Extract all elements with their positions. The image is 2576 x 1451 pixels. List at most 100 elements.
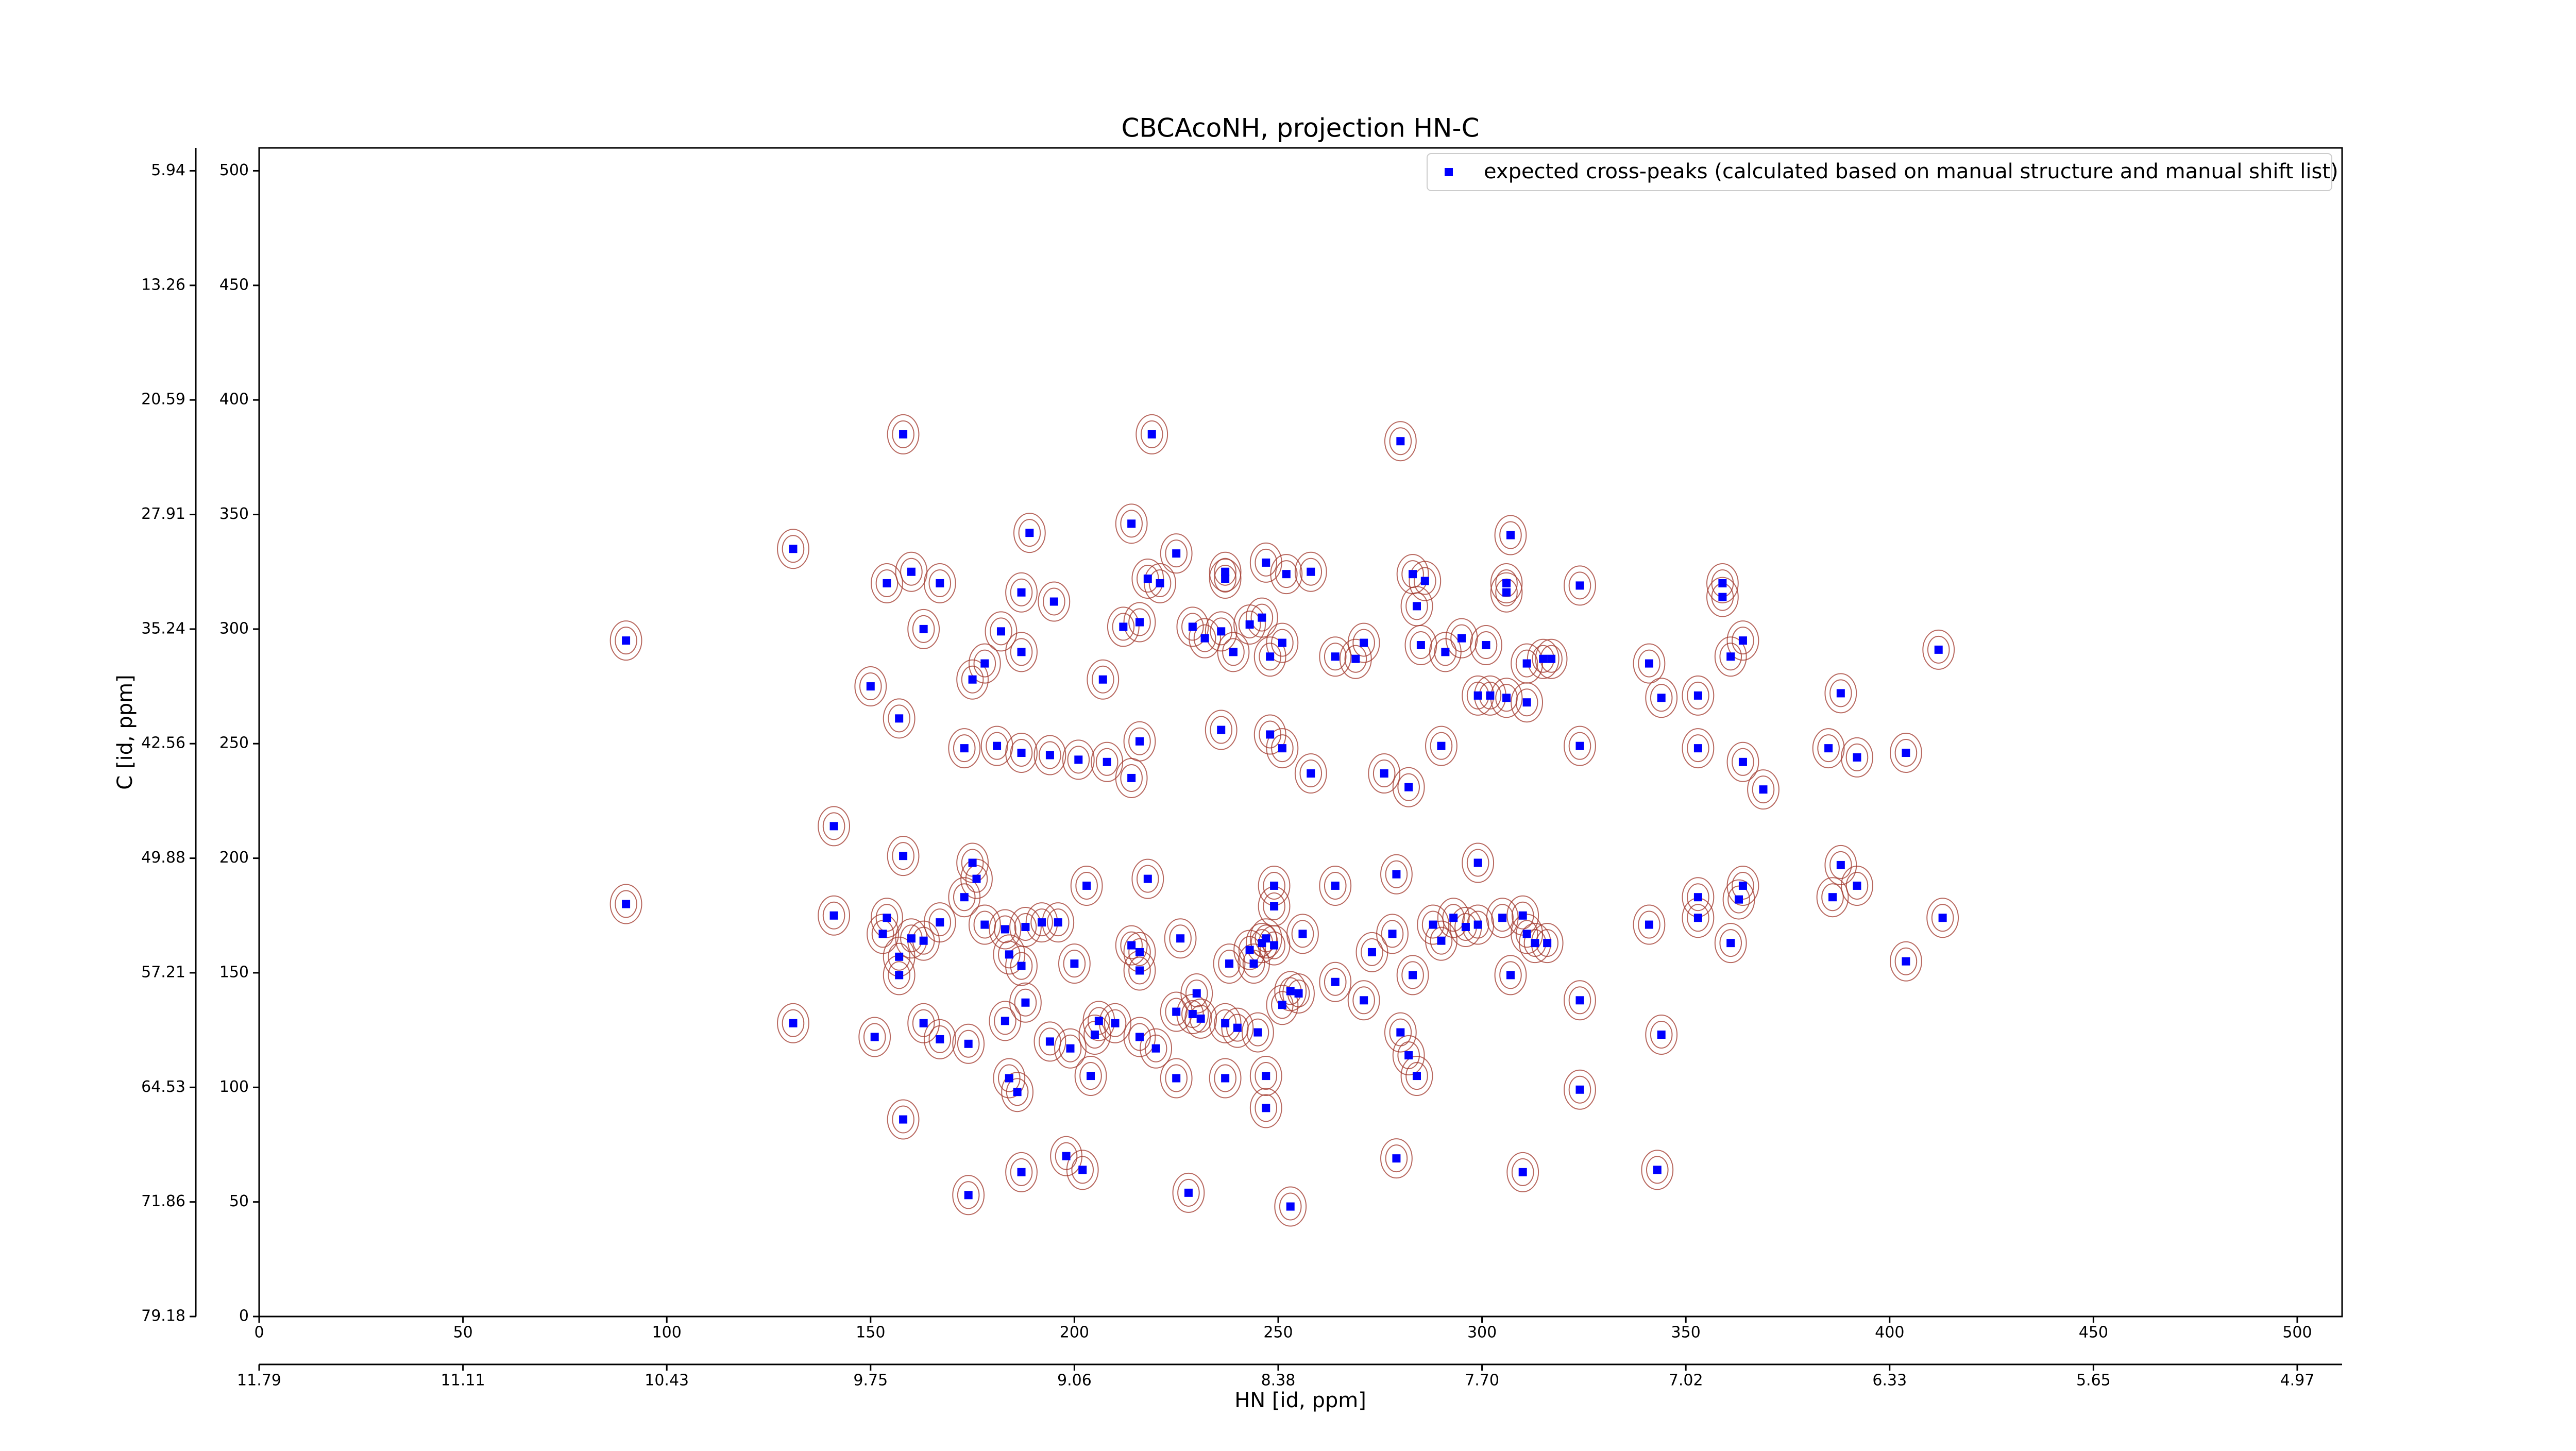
point: [829, 822, 838, 831]
peak-contour: [1249, 1088, 1282, 1128]
point: [1021, 998, 1030, 1007]
point: [1693, 744, 1702, 753]
point: [1547, 654, 1556, 663]
peak-contour: [1499, 521, 1522, 549]
peak-contour: [1397, 1041, 1420, 1070]
y2-tick-label: 35.24: [141, 619, 185, 637]
peak-contour: [957, 1181, 980, 1209]
point: [1392, 870, 1401, 879]
point: [1575, 741, 1584, 750]
y2-tick-label: 27.91: [141, 505, 185, 523]
point: [1127, 941, 1136, 950]
peak-contour: [609, 884, 642, 924]
point: [960, 744, 969, 753]
peak-contour: [997, 1064, 1021, 1092]
x-axis-label: HN [id, ppm]: [1234, 1389, 1366, 1412]
point: [1718, 593, 1727, 601]
peak-contour: [1075, 871, 1098, 900]
x2-tick-label: 10.43: [645, 1372, 689, 1390]
peak-contour: [1095, 748, 1118, 776]
x2-tick-label: 7.70: [1465, 1372, 1499, 1390]
point: [1575, 1085, 1584, 1094]
peak-contour: [887, 836, 920, 876]
peak-contour: [923, 902, 956, 943]
peak-contour: [1189, 618, 1221, 659]
peak-contour: [986, 732, 1008, 760]
point: [1380, 769, 1388, 778]
peak-contour: [887, 414, 920, 454]
point: [1217, 726, 1226, 734]
point: [1184, 1188, 1193, 1197]
point: [1473, 691, 1482, 700]
point: [1853, 881, 1861, 890]
point: [1286, 987, 1295, 996]
peak-contour: [1645, 678, 1678, 718]
point: [1135, 948, 1144, 956]
peak-contour: [1013, 513, 1046, 553]
peak-contour: [888, 961, 910, 989]
point: [1156, 579, 1164, 587]
point: [1005, 950, 1013, 959]
point: [1409, 570, 1417, 579]
peak-contour: [1687, 883, 1709, 912]
point: [1726, 652, 1735, 661]
point: [1245, 620, 1254, 629]
peak-contour: [1494, 955, 1527, 996]
peak-contour: [1059, 1034, 1082, 1062]
point: [1135, 737, 1144, 746]
peak-contour: [1128, 727, 1151, 755]
peak-contour: [1380, 1138, 1413, 1179]
peak-contour: [1185, 979, 1208, 1007]
point: [1172, 549, 1181, 558]
peak-contour: [1380, 854, 1413, 895]
point: [964, 1191, 973, 1200]
point: [919, 625, 928, 633]
peak-contour: [1817, 734, 1840, 763]
series: [609, 414, 1959, 1227]
peak-contour: [1294, 753, 1327, 794]
peak-contour: [1726, 620, 1759, 661]
point: [1518, 1168, 1527, 1176]
point: [1038, 918, 1046, 927]
point: [1461, 923, 1470, 931]
peak-contour: [1006, 1078, 1029, 1106]
point: [1412, 602, 1421, 611]
x2-tick-label: 9.75: [853, 1372, 888, 1390]
peak-contour: [1005, 946, 1038, 986]
point: [1902, 749, 1910, 757]
point: [1286, 1202, 1295, 1211]
point: [1001, 925, 1009, 934]
peak-contour: [1169, 924, 1192, 953]
peak-contour: [1165, 998, 1188, 1026]
peak-contour: [1752, 775, 1775, 804]
point: [866, 682, 875, 691]
x-tick-label: 300: [1467, 1324, 1497, 1342]
peak-contour: [1291, 920, 1314, 948]
peak-contour: [782, 535, 805, 563]
point: [1396, 1028, 1405, 1037]
peak-contour: [994, 915, 1016, 943]
point: [1482, 641, 1490, 650]
peak-contour: [1442, 904, 1465, 932]
peak-contour: [1140, 420, 1163, 448]
y2-tick-label: 57.21: [141, 963, 185, 981]
point: [1506, 971, 1515, 980]
peak-contour: [912, 1009, 935, 1037]
peak-contour: [1747, 769, 1780, 810]
peak-contour: [1645, 1015, 1678, 1055]
x-tick-label: 250: [1263, 1324, 1293, 1342]
peak-contour: [615, 890, 637, 918]
point: [1221, 567, 1230, 576]
peak-contour: [1931, 904, 1954, 932]
point: [1486, 691, 1495, 700]
peak-contour: [1352, 629, 1375, 657]
peak-contour: [1210, 617, 1233, 646]
peak-contour: [1324, 968, 1347, 996]
peak-contour: [928, 908, 952, 937]
peak-contour: [1242, 1012, 1274, 1053]
peak-contour: [1812, 728, 1845, 769]
y2-tick-label: 49.88: [141, 849, 185, 867]
point: [1278, 1001, 1286, 1009]
peak-contour: [1279, 1192, 1302, 1221]
